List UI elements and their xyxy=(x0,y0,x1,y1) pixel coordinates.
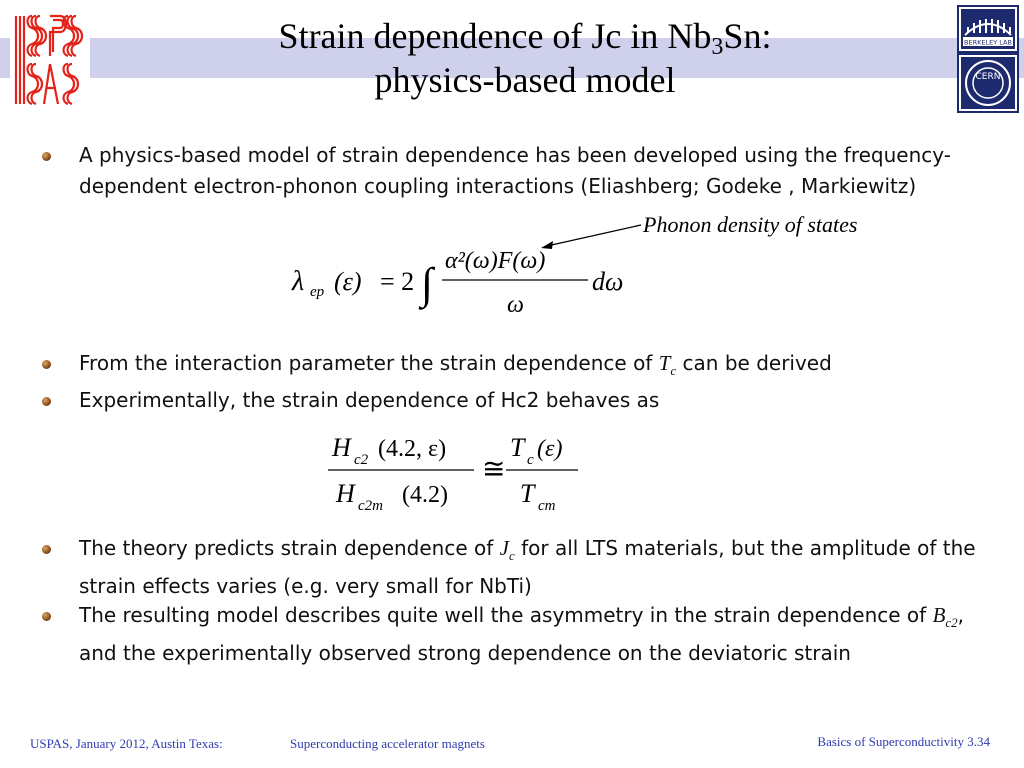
bullet-text: From the interaction parameter the strai… xyxy=(79,351,832,379)
bullet-item: Experimentally, the strain dependence of… xyxy=(40,385,979,416)
bullet-icon xyxy=(42,152,51,161)
eq2-num-left-sub: c2 xyxy=(354,452,369,468)
annotation-arrow xyxy=(541,224,642,249)
title-band xyxy=(0,38,1024,78)
eq2-num-right-arg: (ε) xyxy=(537,436,562,462)
eq2-num-left: H xyxy=(331,433,352,462)
eq1-numerator: α²(ω)F(ω) xyxy=(445,248,545,274)
eq1-integral: ∫ xyxy=(418,259,436,310)
bullet-icon xyxy=(42,545,51,554)
eq2-den-left-sub: c2m xyxy=(358,498,383,514)
equation-lambda: λ ep (ε) = 2 ∫ α²(ω)F(ω) ω dω xyxy=(291,248,623,318)
title-line1-post: Sn: xyxy=(723,16,772,56)
eq1-denominator: ω xyxy=(507,292,524,318)
bullet-text: Experimentally, the strain dependence of… xyxy=(79,388,660,412)
bullet-item: The resulting model describes quite well… xyxy=(40,600,979,669)
title-line1-sub: 3 xyxy=(711,34,724,60)
berkeley-lab-text: BERKELEY LAB xyxy=(964,39,1012,47)
eq1-lambda-sub: ep xyxy=(310,284,325,300)
eq2-den-left-arg: (4.2) xyxy=(402,482,448,508)
bullet-icon xyxy=(42,612,51,621)
slide-title: Strain dependence of Jc in Nb3Sn: physic… xyxy=(150,14,900,102)
phonon-annotation: Phonon density of states xyxy=(643,212,858,237)
eq2-den-right: T xyxy=(520,479,536,508)
bullet-item: From the interaction parameter the strai… xyxy=(40,348,979,386)
eq1-equals: = 2 xyxy=(380,267,414,296)
equation-hc2: H c2 (4.2, ε) H c2m (4.2) ≅ T c (ε) T cm xyxy=(328,433,578,514)
title-line1-pre: Strain dependence of Jc in Nb xyxy=(278,16,712,56)
eq1-differential: dω xyxy=(592,267,623,296)
bullet-icon xyxy=(42,397,51,406)
bullet-icon xyxy=(42,360,51,369)
bullet-text: The resulting model describes quite well… xyxy=(79,603,965,666)
bullet-text: The theory predicts strain dependence of… xyxy=(79,536,976,599)
footer-topic: Superconducting accelerator magnets xyxy=(290,736,485,751)
eq1-lambda: λ xyxy=(291,266,304,297)
uspas-logo xyxy=(10,12,90,108)
eq2-approx: ≅ xyxy=(482,454,505,485)
eq1-arg: (ε) xyxy=(334,267,362,296)
cern-text: CERN xyxy=(976,72,1001,82)
footer-course: USPAS, January 2012, Austin Texas: xyxy=(30,736,223,751)
eq2-num-right-sub: c xyxy=(527,452,534,468)
eq2-num-right: T xyxy=(510,433,526,462)
eq2-num-left-arg: (4.2, ε) xyxy=(378,436,446,462)
berkeley-cern-logo: BERKELEY LAB CERN xyxy=(957,5,1019,113)
eq2-den-right-sub: cm xyxy=(538,498,556,514)
footer-slide-number: Basics of Superconductivity 3.34 xyxy=(817,734,990,749)
title-line2: physics-based model xyxy=(374,60,676,100)
eq2-den-left: H xyxy=(335,479,356,508)
bullet-text: A physics-based model of strain dependen… xyxy=(79,143,951,198)
bullet-item: A physics-based model of strain dependen… xyxy=(40,140,979,202)
bullet-item: The theory predicts strain dependence of… xyxy=(40,533,979,602)
